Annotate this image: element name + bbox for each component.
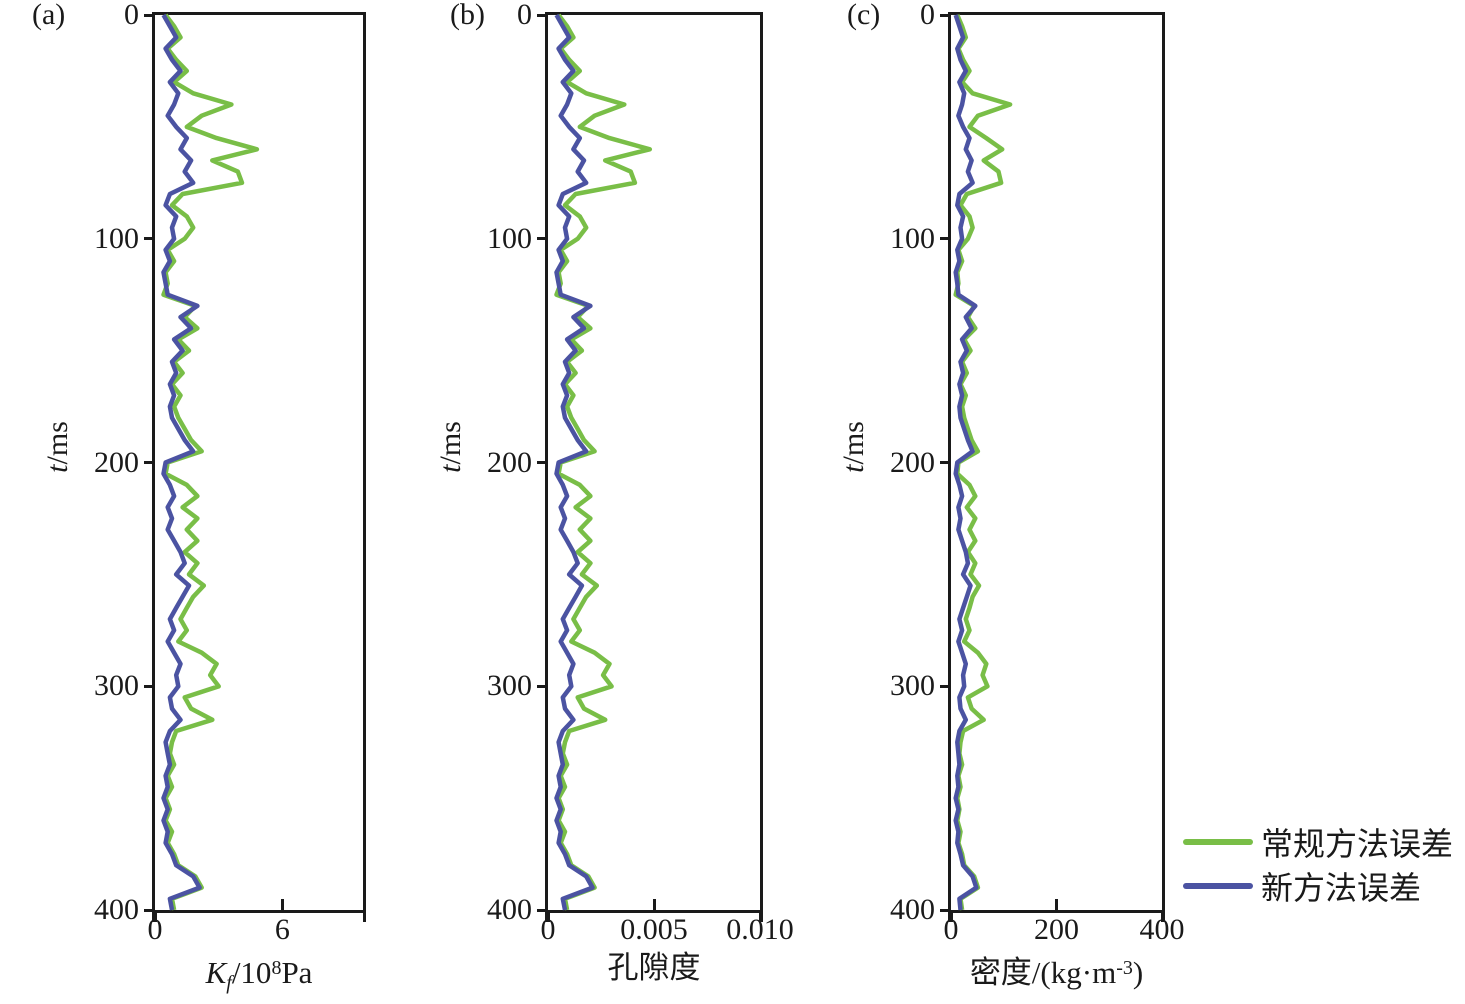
y-axis-title-rest: /ms [837, 421, 870, 465]
axis-corner-extension [760, 913, 763, 922]
y-tick-label: 0 [920, 0, 935, 31]
y-axis-title-italic: t [837, 464, 870, 473]
y-axis-title-italic: t [41, 464, 74, 473]
series-line-新方法误差 [554, 13, 595, 911]
plot-area-a: t/ms Kf/108Pa 0 100 200 300 400 0 6 [41, 0, 366, 994]
x-axis-title-a-subscript: f [226, 972, 232, 994]
x-axis-title-b: 孔隙度 [548, 950, 760, 986]
y-tick-label: 100 [487, 221, 532, 255]
y-tick-mark [940, 237, 948, 241]
axis-corner-extension [363, 913, 366, 922]
y-tick-mark [537, 237, 545, 241]
x-tick-mark [949, 913, 953, 922]
x-tick-label: 200 [1034, 913, 1079, 946]
y-tick-label: 0 [517, 0, 532, 31]
y-tick-label: 300 [487, 669, 532, 703]
x-tick-label: 0 [943, 913, 959, 946]
y-tick-label: 100 [94, 221, 139, 255]
y-tick-label: 200 [94, 445, 139, 479]
panel-label-c: (c) [847, 0, 881, 31]
x-axis-title-a-unit: Pa [281, 955, 313, 990]
y-tick-mark [144, 908, 152, 912]
y-tick-mark [940, 908, 948, 912]
y-tick-mark [144, 461, 152, 464]
y-tick-label: 400 [487, 893, 532, 926]
x-tick-label: 0.005 [620, 913, 688, 946]
y-tick-label: 300 [94, 669, 139, 703]
y-tick-mark [144, 237, 152, 241]
y-axis-title-b: t/ms [434, 421, 467, 473]
y-axis-title-c: t/ms [837, 421, 870, 473]
x-axis-title-b-text: 孔隙度 [607, 950, 701, 985]
y-tick-mark [940, 461, 948, 464]
series-line-新方法误差 [161, 13, 202, 911]
axis-corner-extension [545, 913, 548, 922]
legend-label: 新方法误差 [1261, 870, 1422, 906]
y-tick-mark [144, 684, 152, 688]
x-axis-title-a-rest: /10 [231, 955, 272, 990]
y-axis-title-italic: t [434, 464, 467, 473]
y-tick-label: 400 [890, 893, 935, 926]
plot-area-c: t/ms 密度/(kg·m-3) 0 100 200 300 400 0 200 400 [837, 0, 1185, 990]
legend-label: 常规方法误差 [1261, 826, 1454, 862]
legend-item: 常规方法误差 [1183, 822, 1453, 862]
line-chart-b [554, 13, 653, 911]
x-tick-mark [1055, 899, 1058, 910]
y-tick-label: 0 [124, 0, 139, 31]
x-axis-title-c-exponent: -3 [1116, 957, 1133, 979]
x-axis-title-a-exponent: 8 [271, 957, 282, 979]
x-tick-mark [153, 913, 157, 922]
x-tick-mark [546, 913, 550, 922]
y-axis-title-rest: /ms [41, 421, 74, 465]
y-tick-mark [940, 13, 948, 17]
x-axis-title-c-post: ) [1132, 955, 1144, 990]
y-tick-mark [537, 13, 545, 17]
line-chart-a [161, 13, 260, 911]
x-tick-mark [652, 899, 656, 910]
y-axis-title-rest: /ms [434, 421, 467, 465]
y-tick-mark [144, 13, 152, 17]
panel-label-b: (b) [450, 0, 485, 31]
x-tick-label: 6 [274, 913, 290, 946]
axis-corner-extension [948, 913, 951, 922]
axis-corner-extension [1162, 913, 1165, 922]
x-axis-title-a: Kf/108Pa [155, 950, 363, 1001]
series-line-常规方法误差 [161, 13, 260, 911]
line-chart-c [953, 14, 1013, 911]
legend-line-swatch [1183, 839, 1253, 845]
y-tick-mark [537, 908, 545, 912]
x-axis-title-a-symbol: K [205, 955, 227, 990]
axis-corner-extension [152, 913, 155, 922]
series-line-新方法误差 [953, 14, 979, 911]
legend-item: 新方法误差 [1183, 866, 1453, 906]
y-tick-label: 100 [890, 221, 935, 255]
y-tick-mark [537, 461, 545, 464]
x-tick-label: 0 [147, 913, 163, 946]
x-axis-title-c-pre: 密度/(kg·m [969, 955, 1117, 990]
panel-label-a: (a) [32, 0, 66, 31]
legend: 常规方法误差 新方法误差 [1183, 822, 1453, 910]
x-axis-title-c: 密度/(kg·m-3) [951, 950, 1162, 991]
y-tick-mark [940, 684, 948, 688]
legend-line-swatch [1183, 883, 1253, 889]
x-tick-label: 0 [540, 913, 556, 946]
y-tick-label: 200 [890, 445, 935, 479]
series-line-常规方法误差 [554, 13, 653, 911]
y-tick-label: 400 [94, 893, 139, 926]
y-tick-label: 200 [487, 445, 532, 479]
x-tick-mark [280, 899, 284, 910]
y-tick-mark [537, 684, 545, 688]
plot-area-b: t/ms 孔隙度 0 100 200 300 400 0 0.005 0.010 [434, 0, 794, 985]
y-axis-title-a: t/ms [41, 421, 74, 473]
y-tick-label: 300 [890, 669, 935, 703]
